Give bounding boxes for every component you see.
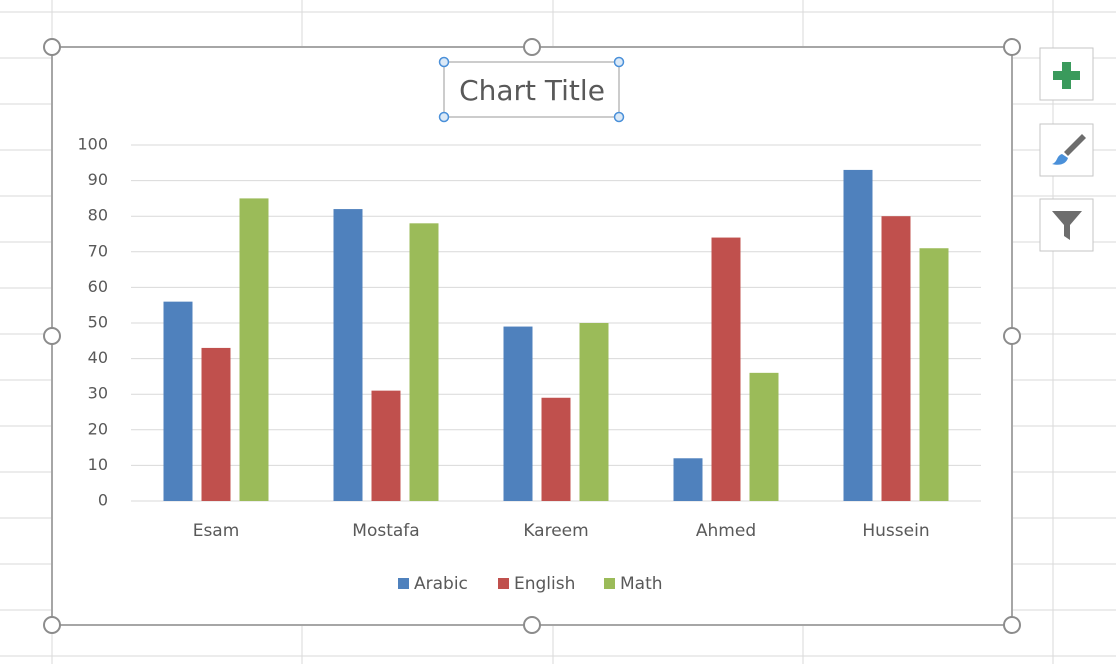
- bar: [919, 248, 949, 501]
- bar: [711, 237, 741, 501]
- y-tick-label: 70: [88, 241, 108, 260]
- x-tick-label: Ahmed: [696, 521, 756, 541]
- legend-swatch: [398, 578, 409, 589]
- chart-title: Chart Title: [459, 74, 605, 107]
- bar: [333, 209, 363, 501]
- y-tick-label: 40: [88, 348, 108, 367]
- bar: [163, 301, 193, 501]
- y-tick-label: 80: [88, 206, 108, 225]
- y-tick-label: 0: [98, 491, 108, 510]
- y-tick-label: 60: [88, 277, 108, 296]
- x-tick-label: Hussein: [862, 521, 929, 541]
- y-tick-label: 50: [88, 313, 108, 332]
- bar: [541, 397, 571, 501]
- y-tick-label: 90: [88, 170, 108, 189]
- bar: [673, 458, 703, 501]
- bar: [503, 326, 533, 501]
- x-tick-label: Esam: [193, 521, 240, 541]
- filter-icon: [1052, 211, 1082, 240]
- legend-swatch: [604, 578, 615, 589]
- plus-icon: [1053, 62, 1080, 89]
- legend-swatch: [498, 578, 509, 589]
- y-tick-label: 10: [88, 455, 108, 474]
- y-tick-label: 100: [77, 135, 108, 154]
- bar: [579, 323, 609, 501]
- brush-tip-icon: [1052, 154, 1068, 165]
- brush-icon: [1064, 134, 1086, 156]
- title-handles: [438, 56, 625, 123]
- bar: [749, 372, 779, 501]
- bar: [201, 347, 231, 501]
- legend-label: English: [514, 574, 575, 594]
- title-selection[interactable]: [443, 61, 620, 118]
- chart-buttons: [1039, 47, 1094, 252]
- bar: [239, 198, 269, 501]
- legend-label: Math: [620, 574, 663, 594]
- legend-label: Arabic: [414, 574, 468, 594]
- bar: [881, 216, 911, 501]
- bar: [409, 223, 439, 501]
- bar: [843, 169, 873, 502]
- y-tick-label: 30: [88, 384, 108, 403]
- x-tick-label: Mostafa: [352, 521, 419, 541]
- bar: [371, 390, 401, 501]
- y-tick-label: 20: [88, 419, 108, 438]
- x-tick-label: Kareem: [523, 521, 588, 541]
- selection-handles: [43, 38, 1021, 634]
